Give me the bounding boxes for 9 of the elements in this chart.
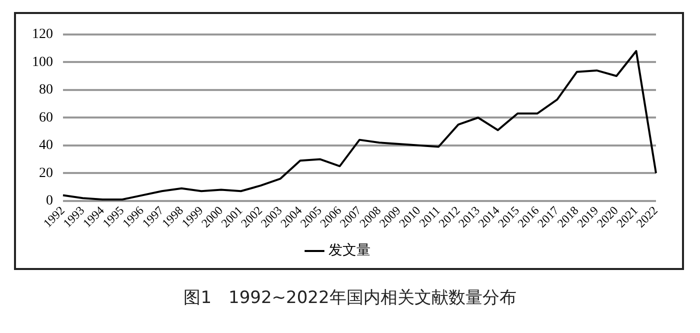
y-tick-label: 100 — [32, 54, 53, 70]
y-tick-label: 40 — [39, 138, 53, 154]
y-tick-label: 60 — [39, 110, 53, 126]
y-tick-label: 0 — [46, 194, 53, 209]
legend-label: 发文量 — [328, 242, 370, 259]
y-tick-label: 120 — [32, 27, 53, 42]
caption: 图1 1992~2022年国内相关文献数量分布 — [182, 287, 518, 309]
y-tick-label: 80 — [39, 82, 53, 98]
y-tick-label: 20 — [39, 166, 53, 181]
